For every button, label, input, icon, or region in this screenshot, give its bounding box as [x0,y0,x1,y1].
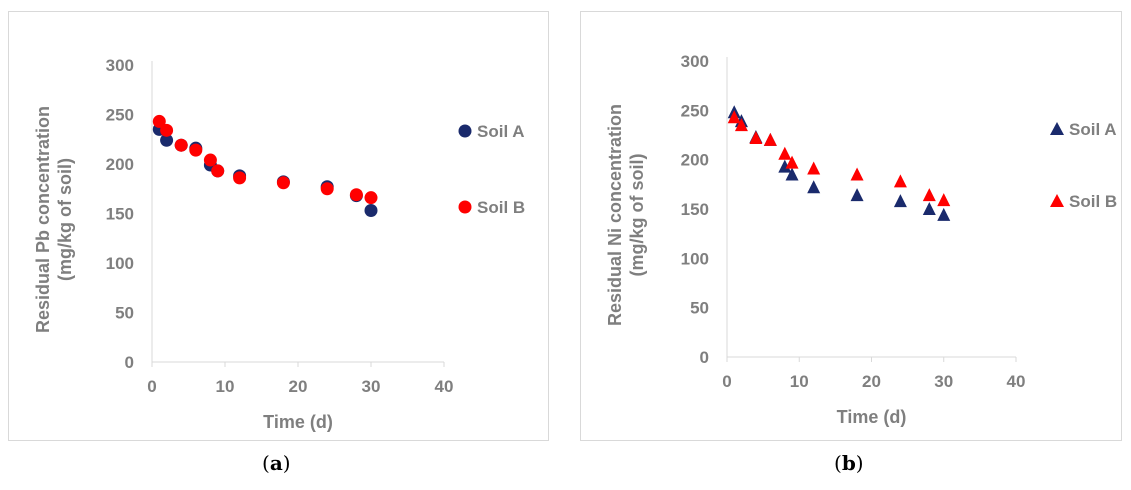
y-tick-label: 100 [106,254,134,273]
x-tick-label: 20 [862,372,881,391]
data-point [785,167,799,181]
data-point [276,176,290,190]
caption-a-letter: a [269,451,283,475]
data-point [364,191,378,205]
data-point [850,167,864,181]
legend-label: Soil B [1069,192,1117,211]
x-tick-label: 20 [289,377,308,396]
y-tick-label: 50 [115,304,134,323]
data-point [850,188,864,202]
data-point [778,146,792,160]
data-point [922,202,936,215]
data-point [349,188,363,202]
data-point [320,182,334,196]
y-tick-label: 200 [106,155,134,174]
x-axis-title: Time (d) [837,407,907,427]
legend-marker [458,200,472,214]
x-tick-label: 10 [216,377,235,396]
x-tick-label: 30 [934,372,953,391]
legend-marker [1050,194,1064,207]
y-tick-label: 100 [681,249,709,268]
data-point [785,155,799,169]
data-point [893,174,907,188]
y-tick-label: 300 [681,52,709,71]
data-point [189,143,203,157]
data-point [734,118,748,132]
data-point [727,110,741,124]
x-tick-label: 40 [435,377,454,396]
y-tick-label: 0 [125,353,134,372]
chart-a-svg: 0 10 20 30 40 0 50 100 150 200 250 300 Time (d) Resid… [33,56,525,432]
chart-panel-b: 0 10 20 30 40 0 50 100 150 200 250 300 Time (d) Resid… [580,11,1122,441]
data-point [778,159,792,173]
legend-marker [458,124,472,138]
data-point [233,171,247,185]
data-point [893,194,907,208]
data-point [922,188,936,202]
legend-marker [1050,122,1064,135]
y-tick-label: 150 [106,205,134,224]
y-tick-label: 250 [106,106,134,125]
legend-label: Soil A [477,122,525,141]
data-point [364,204,378,218]
x-tick-label: 30 [362,377,381,396]
x-tick-label: 40 [1007,372,1026,391]
y-tick-label: 50 [690,299,709,318]
data-point [203,153,217,167]
data-point [174,138,188,152]
y-axis-title-line: (mg/kg of soil) [55,158,75,281]
data-point [160,133,174,147]
data-point [807,180,821,194]
y-tick-label: 300 [106,56,134,75]
legend-label: Soil B [477,198,525,217]
data-point [152,114,166,128]
data-point [807,161,821,175]
y-tick-label: 250 [681,101,709,120]
chart-panel-a: 0 10 20 30 40 0 50 100 150 200 250 300 Time (d) Resid… [8,11,549,441]
chart-b-svg: 0 10 20 30 40 0 50 100 150 200 250 300 Time (d) Resid… [605,52,1117,427]
y-tick-label: 0 [700,348,709,367]
y-axis-title-line: Residual Ni concentration [605,104,625,326]
data-point [763,132,777,146]
y-tick-label: 150 [681,200,709,219]
caption-a: (a) [262,451,291,475]
legend-label: Soil A [1069,120,1117,139]
x-tick-label: 0 [147,377,156,396]
y-axis-title-line: Residual Pb concentration [33,106,53,333]
data-point [937,207,951,221]
caption-b-letter: b [841,451,856,475]
y-tick-label: 200 [681,151,709,170]
x-tick-label: 0 [722,372,731,391]
caption-b: (b) [834,451,864,475]
data-point [160,123,174,137]
y-axis-title-line: (mg/kg of soil) [627,154,647,277]
x-axis-title: Time (d) [263,412,333,432]
data-point [211,164,225,178]
data-point [749,130,763,144]
x-tick-label: 10 [790,372,809,391]
data-point [937,193,951,207]
